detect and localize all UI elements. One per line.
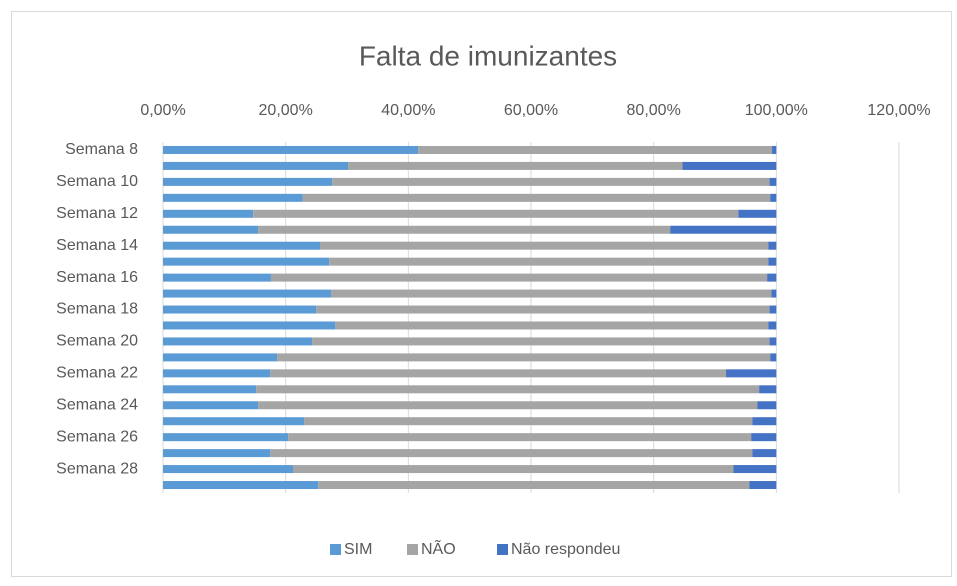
bar-segment	[769, 177, 777, 186]
bar-segment	[752, 449, 777, 458]
bar-segment	[163, 225, 259, 234]
bar-segment	[293, 465, 734, 474]
bar-segment	[682, 161, 777, 170]
x-tick-label: 0,00%	[140, 102, 185, 119]
bar-segment	[163, 337, 313, 346]
x-tick-label: 100,00%	[745, 102, 808, 119]
bar-segment	[320, 241, 769, 250]
bar-segment	[258, 225, 671, 234]
bar-segment	[163, 257, 330, 266]
bar-segment	[751, 433, 777, 442]
bar-segment	[752, 417, 777, 426]
bar-segment	[163, 449, 271, 458]
bar-segment	[770, 353, 777, 362]
bar-segment	[163, 369, 271, 378]
y-tick-label: Semana 20	[56, 333, 138, 350]
y-tick-label: Semana 14	[56, 237, 138, 254]
bar-segment	[769, 305, 777, 314]
bar-segment	[163, 417, 305, 426]
chart-title: Falta de imunizantes	[359, 40, 617, 71]
bar-segment	[316, 305, 770, 314]
y-tick-label: Semana 12	[56, 205, 138, 222]
bar-segment	[258, 401, 758, 410]
bar-segment	[163, 385, 257, 394]
bar-segment	[759, 385, 777, 394]
bar-segment	[769, 337, 777, 346]
bar-segment	[332, 177, 770, 186]
bar-segment	[270, 369, 727, 378]
bar-segment	[770, 193, 777, 202]
bar-segment	[335, 321, 769, 330]
bar-segment	[304, 417, 753, 426]
bar-segment	[163, 289, 332, 298]
x-tick-label: 60,00%	[504, 102, 558, 119]
y-tick-label: Semana 22	[56, 365, 138, 382]
bar-segment	[270, 273, 768, 282]
bar-segment	[329, 257, 769, 266]
bar-segment	[163, 401, 259, 410]
x-tick-label: 20,00%	[259, 102, 313, 119]
bar-segment	[768, 321, 777, 330]
bar-segment	[771, 289, 777, 298]
legend-swatch	[330, 544, 341, 555]
bar-segment	[288, 433, 752, 442]
bar-segment	[768, 241, 777, 250]
bar-segment	[163, 273, 271, 282]
y-tick-label: Semana 16	[56, 269, 138, 286]
bar-segment	[163, 321, 336, 330]
bar-segment	[163, 209, 254, 218]
bar-segment	[163, 193, 303, 202]
y-tick-label: Semana 8	[65, 141, 138, 158]
bar-segment	[772, 145, 777, 154]
legend-label: Não respondeu	[511, 541, 620, 558]
bar-segment	[163, 177, 333, 186]
bar-segment	[331, 289, 772, 298]
bar-segment	[163, 481, 319, 490]
bar-segment	[163, 241, 321, 250]
legend-swatch	[497, 544, 508, 555]
bar-segment	[767, 273, 777, 282]
y-tick-label: Semana 10	[56, 173, 138, 190]
bar-segment	[318, 481, 750, 490]
bar-segment	[256, 385, 760, 394]
bar-segment	[253, 209, 739, 218]
bar-segment	[163, 465, 294, 474]
x-tick-label: 80,00%	[627, 102, 681, 119]
y-tick-label: Semana 18	[56, 301, 138, 318]
legend-swatch	[407, 544, 418, 555]
y-tick-label: Semana 28	[56, 460, 138, 477]
x-tick-label: 40,00%	[381, 102, 435, 119]
bar-segment	[738, 209, 777, 218]
bar-segment	[418, 145, 773, 154]
y-tick-label: Semana 24	[56, 396, 138, 413]
bar-segment	[757, 401, 777, 410]
bar-segment	[312, 337, 770, 346]
bar-segment	[163, 305, 317, 314]
bar-segment	[749, 481, 777, 490]
bar-segment	[163, 145, 419, 154]
bar-segment	[348, 161, 683, 170]
bar-segment	[270, 449, 753, 458]
x-tick-label: 120,00%	[867, 102, 930, 119]
bar-segment	[277, 353, 771, 362]
bar-segment	[302, 193, 771, 202]
bar-segment	[163, 161, 349, 170]
bar-segment	[768, 257, 777, 266]
bar-segment	[163, 433, 289, 442]
legend-label: SIM	[344, 541, 372, 558]
bar-segment	[726, 369, 777, 378]
bar-segment	[163, 353, 278, 362]
y-tick-label: Semana 26	[56, 428, 138, 445]
bar-segment	[670, 225, 777, 234]
bar-segment	[733, 465, 777, 474]
legend-label: NÃO	[421, 538, 456, 558]
